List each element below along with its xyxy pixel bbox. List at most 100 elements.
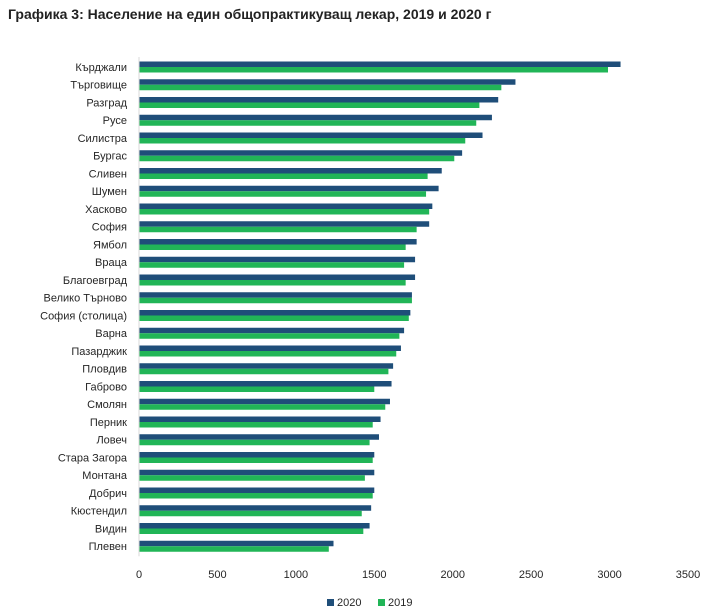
category-label: Благоевград [63,275,128,287]
category-label: Кюстендил [71,506,127,518]
bar-2019-4 [139,138,466,144]
bar-2020-16 [139,345,401,351]
legend: 2020 2019 [327,597,412,609]
x-tick-label: 2000 [440,569,464,581]
bar-2019-23 [139,475,365,481]
bar-2019-20 [139,422,373,428]
legend-swatch-2020 [327,599,334,606]
x-tick-label: 0 [136,569,142,581]
x-tick-label: 3500 [676,569,700,581]
bar-2020-6 [139,168,442,174]
category-label: Монтана [82,470,128,482]
category-label: Стара Загора [58,452,128,464]
bar-2020-3 [139,114,492,121]
bar-2019-11 [139,262,405,268]
bar-2020-20 [139,416,381,422]
x-tick-label: 1500 [362,569,386,581]
bar-2020-9 [139,221,430,227]
bar-2019-6 [139,173,428,179]
bar-2020-19 [139,398,390,405]
category-label: Ловеч [96,435,127,447]
bar-2019-0 [139,67,609,73]
x-tick-label: 3000 [597,569,621,581]
category-label: Бургас [93,151,127,163]
legend-label-2020: 2020 [337,597,361,609]
bar-2020-0 [139,61,621,67]
bar-2019-24 [139,493,373,499]
bar-2019-19 [139,404,386,410]
bar-2019-26 [139,528,364,534]
category-label: Варна [95,328,128,340]
bar-2020-7 [139,185,439,192]
category-label: Хасково [85,204,127,216]
category-label: Добрич [89,488,127,500]
category-label: Търговище [70,80,127,92]
category-label: Русе [103,115,127,127]
bar-2019-3 [139,120,477,126]
bar-2019-10 [139,244,406,250]
bar-2020-10 [139,239,417,245]
x-tick-label: 1000 [284,569,308,581]
bar-2020-12 [139,274,416,280]
bar-2019-22 [139,457,373,463]
bar-2020-4 [139,132,483,138]
category-label: Габрово [85,381,127,393]
bar-2020-26 [139,523,370,529]
bar-2020-18 [139,381,392,387]
bar-2019-1 [139,84,502,91]
category-label: Перник [90,417,127,429]
bar-2019-18 [139,386,375,392]
bar-2020-27 [139,540,334,547]
bar-2020-14 [139,310,411,316]
bar-2020-25 [139,505,372,511]
category-label: Пловдив [82,364,127,376]
category-label: Пазарджик [71,346,127,358]
x-tick-label: 2500 [519,569,543,581]
bar-2019-17 [139,368,389,375]
category-label: София (столица) [40,310,127,322]
bar-2019-27 [139,546,329,552]
bar-2020-1 [139,79,516,85]
category-labels: Кърджали Търговище Разград Русе Силистра Бург… [40,62,128,553]
category-label: Смолян [87,399,127,411]
x-tick-label: 500 [208,569,226,581]
category-label: Кърджали [75,62,127,74]
bar-2019-21 [139,439,370,446]
category-label: Разград [86,97,127,109]
category-label: Ямбол [93,239,127,251]
bar-2020-8 [139,203,433,209]
bars-layer [138,57,621,557]
category-label: Враца [95,257,128,269]
bar-2019-5 [139,155,455,162]
bar-2020-21 [139,434,379,440]
bar-2020-24 [139,487,375,493]
category-label: Плевен [89,541,127,553]
bar-2019-16 [139,351,397,357]
bar-2019-15 [139,333,400,339]
bar-2019-2 [139,102,480,108]
category-label: Силистра [78,133,128,145]
bar-2019-25 [139,510,362,517]
x-axis-ticks: 0 500 1000 1500 2000 2500 3000 3500 [136,569,700,581]
chart-title: Графика 3: Население на един общопрактик… [8,6,492,22]
bar-2020-22 [139,452,375,458]
bar-2020-13 [139,292,412,298]
category-label: Велико Търново [43,293,127,305]
bar-2020-15 [139,327,405,334]
bar-2019-14 [139,315,409,321]
legend-swatch-2019 [378,599,385,606]
bar-2019-8 [139,209,430,215]
bar-2019-7 [139,191,427,197]
category-label: София [92,222,127,234]
bar-2020-2 [139,97,499,103]
bar-2020-11 [139,256,416,263]
bar-2019-13 [139,297,412,304]
category-label: Видин [95,523,127,535]
bar-2020-17 [139,363,394,369]
legend-label-2019: 2019 [388,597,412,609]
category-label: Шумен [92,186,127,198]
bar-2019-12 [139,280,406,286]
bar-2019-9 [139,226,417,233]
category-label: Сливен [89,168,127,180]
